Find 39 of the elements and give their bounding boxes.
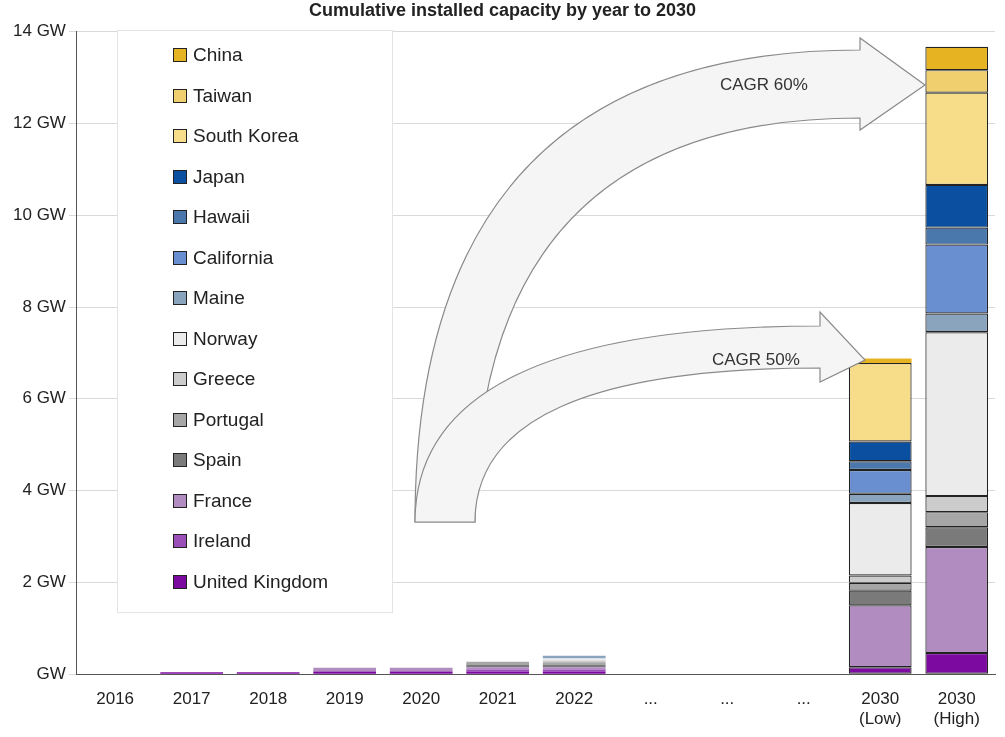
- legend-label: Greece: [193, 368, 256, 391]
- bar: [389, 671, 453, 674]
- y-tick-label: 6 GW: [22, 388, 66, 408]
- y-tick-label: 4 GW: [22, 480, 66, 500]
- annotation: CAGR 50%: [712, 350, 800, 370]
- y-tick-label: 12 GW: [12, 113, 66, 133]
- x-tick-label: 2019: [325, 689, 364, 709]
- x-tick-label: ...: [796, 689, 811, 709]
- legend-label: Hawaii: [193, 206, 251, 229]
- bar: [313, 671, 377, 674]
- legend-label: California: [193, 246, 274, 269]
- legend-label: China: [193, 44, 243, 67]
- y-tick-label: 2 GW: [22, 572, 66, 592]
- legend-label: Norway: [193, 327, 258, 350]
- x-tick-label: 2021: [478, 689, 517, 709]
- x-tick-label: ...: [720, 689, 735, 709]
- x-tick-label: ...: [643, 689, 658, 709]
- chart-title: Cumulative installed capacity by year to 2030: [308, 0, 697, 20]
- x-tick-label: 2022: [555, 689, 594, 709]
- legend-label: Taiwan: [193, 84, 253, 107]
- legend-label: France: [193, 489, 253, 512]
- legend-label: Ireland: [193, 530, 252, 553]
- y-tick-label: 14 GW: [12, 21, 66, 41]
- y-tick-label: 8 GW: [22, 296, 66, 316]
- x-tick-label: 2030 (High): [933, 689, 980, 729]
- legend-label: Japan: [193, 165, 245, 188]
- y-tick-label: GW: [36, 663, 66, 683]
- x-tick-label: 2018: [249, 689, 288, 709]
- y-tick-label: 10 GW: [12, 204, 66, 224]
- x-tick-label: 2017: [172, 689, 211, 709]
- legend-label: United Kingdom: [193, 570, 329, 593]
- x-tick-label: 2020: [402, 689, 441, 709]
- legend-label: Portugal: [193, 408, 264, 431]
- legend-label: Spain: [193, 449, 242, 472]
- annotation: CAGR 60%: [720, 75, 808, 95]
- legend-label: South Korea: [193, 125, 299, 148]
- x-tick-label: 2030 (Low): [858, 689, 902, 729]
- legend-label: Maine: [193, 287, 245, 310]
- x-tick-label: 2016: [96, 689, 135, 709]
